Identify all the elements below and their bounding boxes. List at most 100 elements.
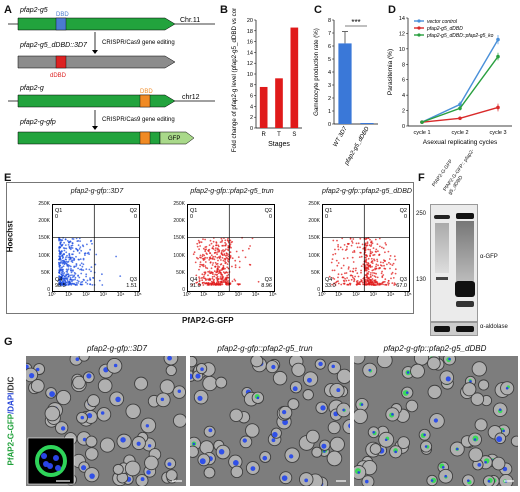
nucleus [288, 454, 294, 459]
facs-event [78, 248, 81, 250]
rbc-cell [30, 379, 45, 393]
gene2-label: pfap2-g5_dDBD::3D7 [19, 42, 88, 49]
dapi-nucleus [360, 403, 364, 406]
facs-event [337, 273, 340, 276]
facs-event [61, 266, 64, 269]
facs-event [334, 252, 337, 255]
rbc-cell [72, 375, 86, 390]
facs-event [70, 269, 72, 272]
facs-event [224, 281, 227, 284]
rbc-cell [202, 375, 218, 392]
facs-event [366, 242, 369, 245]
facs-event [216, 271, 218, 273]
facs-event [89, 279, 92, 281]
facs-event [59, 283, 62, 286]
chr11-label: Chr.11 [180, 17, 200, 24]
facs-event [198, 248, 200, 251]
facs-event [66, 280, 69, 282]
nucleus [304, 478, 309, 483]
facs-event [391, 271, 394, 274]
facs-event [199, 254, 202, 257]
facs-event [203, 273, 206, 276]
facs-event [369, 250, 372, 253]
facs-event [229, 243, 232, 246]
gene2-arrow [17, 55, 176, 69]
facs-event [198, 279, 201, 282]
q3-label: Q3 [400, 277, 407, 283]
facs-event [222, 254, 224, 257]
facs-event [364, 256, 367, 259]
rbc-cell [336, 368, 350, 384]
rbc-cell [510, 435, 518, 447]
facs-event [67, 268, 70, 270]
facs-event [330, 261, 333, 264]
rbc-cell [229, 408, 243, 422]
y-tick-label: 4 [250, 104, 253, 110]
q1-value: 0 [325, 214, 328, 220]
facs-event [81, 265, 84, 268]
facs-event [394, 283, 397, 286]
facs-event [64, 283, 67, 286]
facs-event [65, 270, 68, 273]
rbc-cell [311, 446, 323, 458]
dapi-nucleus [372, 430, 375, 434]
rbc-cell [470, 392, 485, 406]
facs-event [61, 262, 64, 265]
facs-event [209, 239, 212, 242]
facs-event [208, 277, 211, 280]
facs-event [62, 259, 65, 262]
facs-event [349, 270, 352, 273]
rbc-cell [302, 389, 314, 401]
facs-plot-1: Q1 0 Q2 0 Q4 91.0 Q3 8.96 [187, 204, 275, 292]
facs-event [233, 278, 236, 281]
facs-event [220, 273, 222, 276]
facs-event [68, 247, 71, 250]
facs-event [226, 263, 229, 265]
legend-label: pfap2-g5_dDBD::pfap2-g5_ko [426, 33, 494, 39]
facs-event [337, 248, 340, 251]
panel-d-label: D [388, 4, 396, 16]
facs-event [219, 263, 222, 266]
facs-event [79, 240, 81, 242]
facs-event [334, 248, 336, 251]
facs-ytick: 0 [182, 287, 185, 293]
facs-event [373, 253, 376, 256]
facs-event [224, 260, 226, 263]
facs-event [63, 241, 65, 244]
facs-event [62, 281, 65, 284]
facs-event [331, 283, 333, 286]
facs-event [352, 276, 354, 279]
facs-event [80, 249, 83, 252]
facs-event [378, 267, 381, 269]
facs-event [211, 264, 214, 266]
band-gfp-label: α-GFP [480, 254, 498, 260]
facs-event [333, 278, 336, 280]
facs-event [217, 245, 220, 248]
facs-event [65, 256, 67, 259]
facs-event [337, 282, 340, 285]
facs-event [67, 260, 70, 263]
facs-event [351, 242, 354, 244]
rbc-cell [354, 408, 368, 424]
dapi-nucleus [192, 442, 196, 446]
x-tick-label: S [292, 132, 296, 138]
facs-event [389, 263, 392, 265]
facs-event [238, 260, 241, 263]
rbc-cell [172, 413, 186, 428]
nucleus [160, 397, 165, 402]
dapi-nucleus [455, 447, 459, 451]
facs-event [60, 252, 63, 254]
dapi-nucleus [502, 429, 505, 433]
facs-event [74, 276, 77, 279]
facs-event [345, 279, 348, 282]
facs-event [360, 271, 362, 274]
facs-event [71, 256, 74, 259]
nucleus [26, 364, 29, 370]
q4-value: 33.0 [325, 283, 336, 289]
facs-event [82, 258, 85, 261]
facs-event [369, 278, 371, 281]
facs-ytick: 100K [38, 252, 50, 259]
facs-event [70, 268, 72, 270]
rbc-cell [78, 356, 90, 362]
rbc-cell [112, 463, 124, 475]
